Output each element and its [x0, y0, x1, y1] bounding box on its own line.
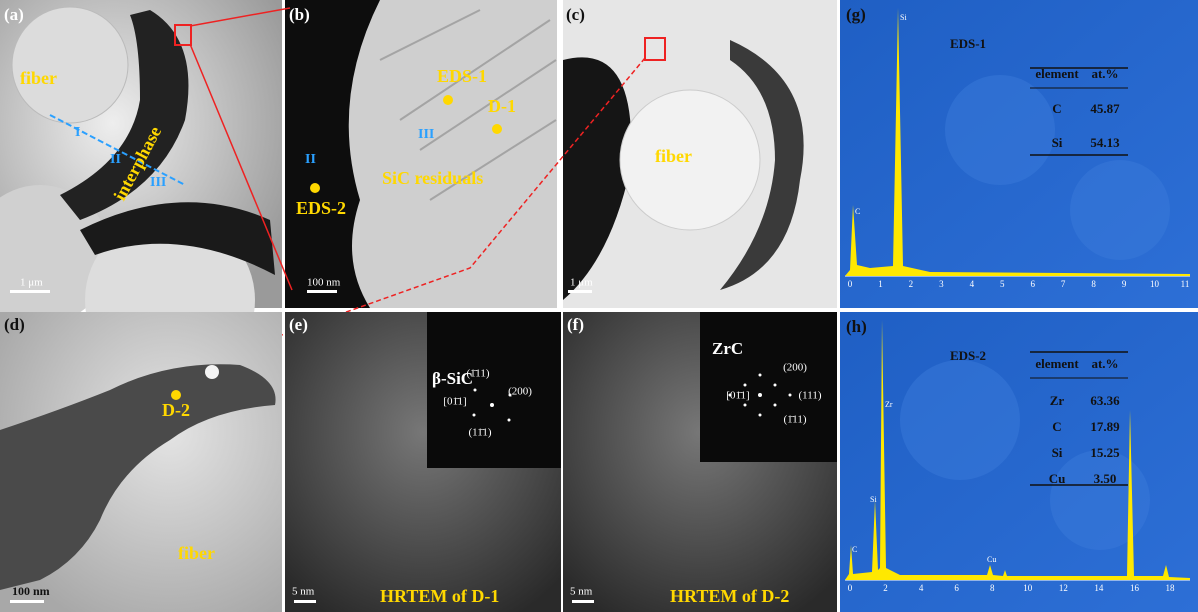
panel-g	[840, 0, 1198, 308]
panel-label: (f)	[567, 315, 584, 334]
panel-d	[0, 312, 282, 612]
panel-f	[563, 312, 837, 612]
table-cell: 17.89	[1090, 419, 1120, 434]
annotation: fiber	[655, 146, 692, 166]
annotation: D-2	[162, 400, 190, 420]
peak-label: Si	[900, 13, 907, 22]
annotation: III	[150, 175, 166, 190]
scale-bar: 5 nm	[292, 586, 315, 598]
annotation: EDS-2	[296, 198, 346, 218]
scale-bar: 100 nm	[12, 584, 50, 598]
scale-bar: 1 μm	[20, 277, 43, 289]
caption: HRTEM of D-2	[670, 586, 789, 606]
annotation: fiber	[178, 543, 215, 563]
panel-c	[563, 0, 837, 308]
table-cell: 3.50	[1094, 471, 1117, 486]
diffraction-spot-label: (200)	[508, 386, 532, 398]
x-tick-label: 16	[1130, 583, 1140, 593]
x-tick-label: 7	[1061, 279, 1066, 289]
annotation: I	[75, 125, 80, 140]
table-header: at.%	[1091, 66, 1118, 81]
annotation: EDS-1	[437, 66, 487, 86]
x-tick-label: 18	[1166, 583, 1176, 593]
scale-bar: 5 nm	[570, 586, 593, 598]
table-cell: 54.13	[1090, 135, 1120, 150]
peak-label: Cu	[987, 555, 996, 564]
x-tick-label: 10	[1150, 279, 1160, 289]
table-cell: Cu	[1049, 471, 1066, 486]
annotation: II	[305, 152, 316, 167]
x-tick-label: 4	[970, 279, 975, 289]
x-tick-label: 8	[990, 583, 995, 593]
peak-label: C	[855, 207, 860, 216]
diffraction-spot-label: [01̄1]	[726, 390, 749, 402]
x-tick-label: 5	[1000, 279, 1005, 289]
x-tick-label: 12	[1059, 583, 1068, 593]
x-tick-label: 4	[919, 583, 924, 593]
scale-bar: 1 μm	[570, 277, 593, 289]
table-header: at.%	[1091, 356, 1118, 371]
table-cell: Si	[1052, 445, 1063, 460]
annotation: D-1	[488, 96, 516, 116]
annotation: II	[110, 152, 121, 167]
panel-label: (c)	[566, 5, 585, 24]
table-cell: C	[1052, 419, 1061, 434]
x-tick-label: 0	[848, 279, 853, 289]
panel-b	[285, 0, 557, 308]
diffraction-spot-label: (11̄1)	[468, 427, 491, 439]
x-tick-label: 2	[883, 583, 888, 593]
x-tick-label: 3	[939, 279, 944, 289]
panel-e	[285, 312, 561, 612]
table-cell: 45.87	[1090, 101, 1120, 116]
panel-label: (e)	[289, 315, 308, 334]
caption: HRTEM of D-1	[380, 586, 499, 606]
diffraction-spot-label: (1̄11)	[783, 414, 806, 426]
table-header: element	[1035, 66, 1079, 81]
x-tick-label: 2	[909, 279, 914, 289]
annotation: SiC residuals	[382, 168, 483, 188]
panel-label: (b)	[289, 5, 310, 24]
eds-title: EDS-2	[950, 348, 986, 363]
peak-label: Zr	[885, 400, 893, 409]
eds-title: EDS-1	[950, 36, 986, 51]
annotation: III	[418, 127, 434, 142]
panel-label: (h)	[846, 317, 867, 336]
table-cell: 15.25	[1090, 445, 1120, 460]
panel-label: (a)	[4, 5, 24, 24]
phase-label: ZrC	[712, 339, 743, 358]
panel-h	[840, 312, 1198, 612]
table-cell: C	[1052, 101, 1061, 116]
diffraction-spot-label: (111)	[798, 390, 821, 402]
annotation: fiber	[20, 68, 57, 88]
peak-label: Si	[870, 495, 877, 504]
panel-label: (d)	[4, 315, 25, 334]
x-tick-label: 11	[1181, 279, 1190, 289]
figure: (a)fiberinterphaseIIIIII1 μm(b)EDS-1D-1I…	[0, 0, 1198, 612]
scale-bar: 100 nm	[307, 277, 341, 289]
x-tick-label: 1	[878, 279, 883, 289]
table-cell: Zr	[1050, 393, 1065, 408]
table-header: element	[1035, 356, 1079, 371]
x-tick-label: 14	[1094, 583, 1104, 593]
x-tick-label: 6	[954, 583, 959, 593]
x-tick-label: 9	[1122, 279, 1127, 289]
x-tick-label: 6	[1030, 279, 1035, 289]
x-tick-label: 8	[1091, 279, 1096, 289]
x-tick-label: 0	[848, 583, 853, 593]
diffraction-spot-label: (1̄11)	[466, 368, 489, 380]
x-tick-label: 10	[1023, 583, 1033, 593]
peak-label: C	[852, 545, 857, 554]
diffraction-spot-label: (200)	[783, 362, 807, 374]
table-cell: Si	[1052, 135, 1063, 150]
table-cell: 63.36	[1090, 393, 1120, 408]
panel-label: (g)	[846, 5, 866, 24]
diffraction-spot-label: [01̄1]	[443, 396, 466, 408]
